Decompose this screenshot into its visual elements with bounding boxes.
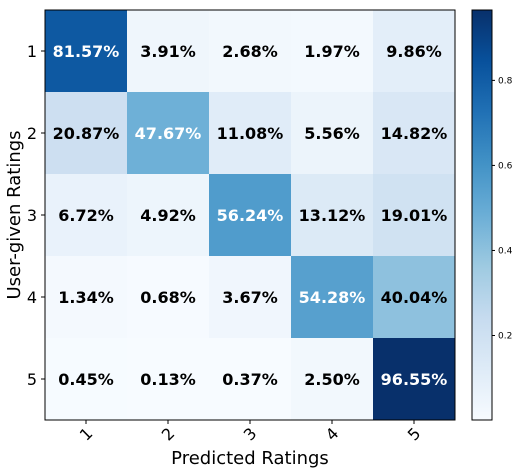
colorbar-tick-label: 0.4 [498, 246, 513, 256]
y-axis-title: User-given Ratings [4, 130, 25, 299]
heatmap-cell-r1-c4 [291, 10, 374, 93]
cell-value-label: 0.37% [222, 370, 278, 389]
heatmap-cell-r3-c3 [209, 174, 292, 257]
heatmap-cell-r5-c3 [209, 338, 292, 421]
heatmap-cell-r3-c5 [373, 174, 456, 257]
heatmap-cell-r2-c1 [45, 92, 128, 175]
heatmap-cell-r3-c4 [291, 174, 374, 257]
cell-value-label: 47.67% [135, 124, 202, 143]
cell-value-label: 20.87% [53, 124, 120, 143]
cell-value-label: 0.68% [140, 288, 196, 307]
colorbar-tick-label: 0.8 [498, 76, 513, 86]
cell-value-label: 96.55% [381, 370, 448, 389]
x-axis-title: Predicted Ratings [171, 448, 329, 469]
heatmap-cell-r2-c4 [291, 92, 374, 175]
cell-value-label: 2.50% [304, 370, 360, 389]
cell-value-label: 5.56% [304, 124, 360, 143]
heatmap-cell-r1-c1 [45, 10, 128, 93]
cell-value-label: 3.91% [140, 42, 196, 61]
y-tick-label: 3 [27, 206, 37, 225]
x-axis-ticks: 1 2 3 4 5 [76, 420, 425, 445]
y-tick-label: 1 [27, 42, 37, 61]
heatmap-cell-r3-c1 [45, 174, 128, 257]
heatmap-cell-labels: 81.57% 3.91% 2.68% 1.97% 9.86% 20.87% 47.67% 11… [53, 42, 448, 389]
heatmap-cell-r4-c3 [209, 256, 292, 339]
x-tick-label: 3 [240, 424, 261, 445]
cell-value-label: 11.08% [217, 124, 284, 143]
heatmap-cell-r4-c1 [45, 256, 128, 339]
heatmap-cell-r4-c2 [127, 256, 210, 339]
heatmap-cell-r2-c3 [209, 92, 292, 175]
heatmap-cell-r3-c2 [127, 174, 210, 257]
y-tick-label: 5 [27, 370, 37, 389]
colorbar-ticks: 0.2 0.4 0.6 0.8 [492, 76, 513, 342]
cell-value-label: 3.67% [222, 288, 278, 307]
cell-value-label: 2.68% [222, 42, 278, 61]
x-tick-label: 5 [404, 424, 425, 445]
y-tick-label: 4 [27, 288, 37, 307]
cell-value-label: 13.12% [299, 206, 366, 225]
cell-value-label: 1.34% [58, 288, 114, 307]
heatmap-cell-r4-c5 [373, 256, 456, 339]
heatmap-cell-r2-c2 [127, 92, 210, 175]
cell-value-label: 14.82% [381, 124, 448, 143]
heatmap-cell-r5-c2 [127, 338, 210, 421]
heatmap-cell-r2-c5 [373, 92, 456, 175]
cell-value-label: 40.04% [381, 288, 448, 307]
heatmap-cell-r1-c3 [209, 10, 292, 93]
heatmap-cell-r5-c4 [291, 338, 374, 421]
cell-value-label: 4.92% [140, 206, 196, 225]
y-tick-label: 2 [27, 124, 37, 143]
heatmap-cell-r5-c5 [373, 338, 456, 421]
colorbar-tick-label: 0.6 [498, 161, 513, 171]
cell-value-label: 19.01% [381, 206, 448, 225]
heatmap-cell-r1-c5 [373, 10, 456, 93]
x-tick-label: 1 [76, 424, 97, 445]
cell-value-label: 0.13% [140, 370, 196, 389]
heatmap-cell-r5-c1 [45, 338, 128, 421]
cell-value-label: 9.86% [386, 42, 442, 61]
cell-value-label: 1.97% [304, 42, 360, 61]
heatmap-cell-r4-c4 [291, 256, 374, 339]
y-axis-ticks: 1 2 3 4 5 [27, 42, 45, 389]
x-tick-label: 4 [322, 424, 343, 445]
cell-value-label: 81.57% [53, 42, 120, 61]
colorbar [471, 9, 493, 421]
heatmap-cells [45, 10, 456, 421]
cell-value-label: 6.72% [58, 206, 114, 225]
cell-value-label: 54.28% [299, 288, 366, 307]
cell-value-label: 56.24% [217, 206, 284, 225]
cell-value-label: 0.45% [58, 370, 114, 389]
colorbar-tick-label: 0.2 [498, 332, 512, 342]
x-tick-label: 2 [158, 424, 179, 445]
heatmap-cell-r1-c2 [127, 10, 210, 93]
